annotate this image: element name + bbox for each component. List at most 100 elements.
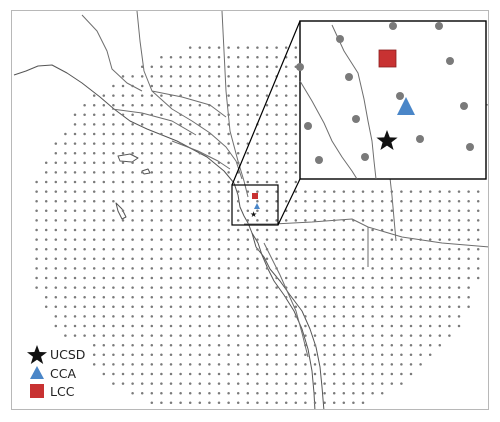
grid-point	[208, 219, 211, 222]
grid-point	[64, 305, 67, 309]
grid-point	[246, 238, 250, 241]
grid-point	[275, 103, 278, 107]
grid-point	[121, 103, 125, 107]
grid-point	[275, 247, 278, 251]
grid-point	[304, 353, 307, 357]
grid-point	[256, 286, 259, 289]
grid-point	[428, 199, 432, 203]
grid-point	[179, 228, 182, 232]
grid-point	[371, 238, 374, 241]
grid-point	[112, 372, 115, 376]
grid-point	[332, 315, 336, 318]
grid-point	[323, 247, 326, 251]
grid-point	[342, 305, 346, 309]
grid-point	[112, 238, 115, 241]
grid-point	[83, 315, 86, 318]
grid-point	[131, 391, 134, 395]
legend-lcc-label: LCC	[50, 384, 75, 399]
grid-point	[342, 228, 346, 232]
grid-point	[256, 199, 259, 203]
grid-point	[323, 363, 326, 366]
grid-point	[198, 238, 202, 241]
grid-point	[188, 94, 192, 97]
grid-point	[476, 199, 480, 203]
grid-point	[323, 199, 326, 203]
grid-point	[150, 123, 154, 126]
grid-point	[323, 401, 326, 405]
grid-point	[92, 171, 96, 174]
grid-point	[256, 324, 259, 328]
grid-point	[400, 276, 403, 280]
grid-point	[236, 295, 240, 299]
grid-point	[467, 209, 470, 213]
grid-point	[323, 228, 326, 232]
grid-point	[313, 190, 317, 193]
grid-point	[390, 219, 394, 222]
grid-point	[275, 142, 278, 145]
grid-point	[179, 372, 182, 376]
grid-point	[150, 142, 154, 145]
grid-point	[208, 334, 211, 337]
grid-point	[265, 65, 269, 69]
grid-point	[380, 353, 384, 357]
grid-point	[112, 315, 115, 318]
grid-point	[169, 65, 173, 69]
grid-point	[265, 324, 269, 328]
grid-point	[246, 353, 250, 357]
grid-point	[160, 247, 163, 251]
grid-point	[198, 247, 202, 251]
grid-point	[188, 305, 192, 309]
grid-point	[256, 238, 259, 241]
grid-point	[217, 190, 221, 193]
grid-point	[323, 257, 326, 261]
grid-point	[256, 334, 259, 337]
grid-point	[169, 343, 173, 347]
grid-point	[160, 238, 163, 241]
grid-point	[236, 363, 240, 366]
grid-point	[64, 199, 67, 203]
grid-point	[83, 305, 86, 309]
grid-point	[294, 238, 298, 241]
grid-point	[265, 363, 269, 366]
grid-point	[121, 324, 125, 328]
grid-point	[198, 180, 202, 184]
grid-point	[54, 238, 58, 241]
grid-point	[419, 343, 422, 347]
grid-point	[160, 267, 163, 270]
grid-point	[217, 295, 221, 299]
grid-point	[121, 353, 125, 357]
grid-point	[169, 171, 173, 174]
grid-point	[265, 142, 269, 145]
grid-point	[150, 401, 154, 405]
grid-point	[284, 334, 288, 337]
grid-point	[179, 334, 182, 337]
grid-point	[409, 238, 413, 241]
grid-point	[380, 209, 384, 213]
grid-point	[409, 257, 413, 261]
grid-point	[198, 295, 202, 299]
grid-point	[227, 132, 230, 136]
legend-cca-label: CCA	[50, 366, 76, 381]
grid-point	[294, 123, 298, 126]
grid-point	[256, 113, 259, 117]
grid-point	[304, 190, 307, 193]
grid-point	[73, 247, 77, 251]
inset-dot	[345, 73, 353, 81]
grid-point	[332, 286, 336, 289]
grid-point	[313, 295, 317, 299]
grid-point	[265, 46, 269, 49]
grid-point	[428, 334, 432, 337]
grid-point	[150, 295, 154, 299]
grid-point	[140, 372, 144, 376]
grid-point	[121, 382, 125, 385]
grid-point	[102, 257, 106, 261]
grid-point	[131, 295, 134, 299]
grid-point	[121, 295, 125, 299]
grid-point	[188, 228, 192, 232]
grid-point	[246, 161, 250, 165]
grid-point	[448, 228, 451, 232]
grid-point	[361, 372, 365, 376]
grid-point	[131, 343, 134, 347]
grid-point	[208, 267, 211, 270]
grid-point	[275, 267, 278, 270]
